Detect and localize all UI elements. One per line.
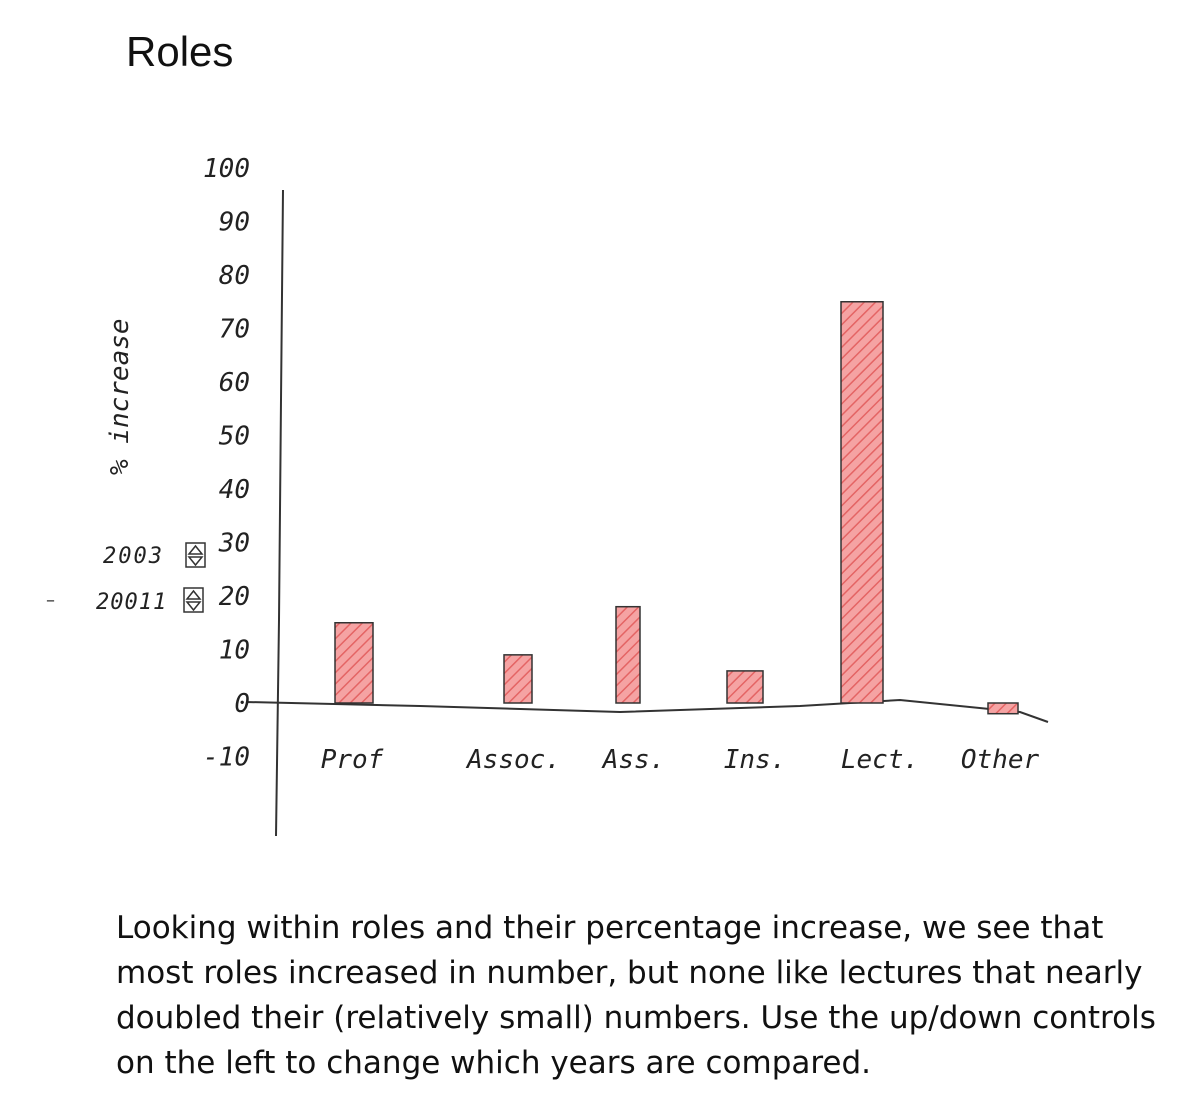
bar-ins	[726, 670, 764, 704]
y-tick-label: 40	[219, 475, 250, 505]
margin-mark: –	[46, 590, 55, 611]
bar-lect	[840, 301, 884, 704]
y-tick-label: 20	[219, 582, 250, 612]
down-arrow-icon[interactable]	[187, 556, 204, 567]
page-title: Roles	[126, 28, 234, 75]
caption: Looking within roles and their percentag…	[116, 910, 1156, 1081]
x-tick-label: Ins.	[724, 745, 787, 775]
bar-prof	[334, 622, 374, 704]
up-arrow-icon[interactable]	[185, 589, 202, 600]
y-tick-label: 60	[219, 368, 250, 398]
bar-assoc	[503, 654, 533, 704]
y-tick-label: -10	[203, 743, 250, 773]
y-axis-label: % increase	[105, 318, 135, 475]
year-b-stepper[interactable]	[183, 587, 204, 613]
y-tick-label: 80	[219, 261, 250, 291]
bar-other	[987, 702, 1019, 715]
x-axis-line	[245, 698, 1049, 723]
x-tick-label: Ass.	[601, 745, 666, 775]
bar-chart: % increase 2003 20011 – 1009080706050403…	[46, 154, 1049, 837]
up-arrow-icon[interactable]	[187, 544, 204, 555]
x-tick-label: Other	[961, 745, 1040, 775]
year-control-b[interactable]: 20011	[96, 587, 204, 615]
y-tick-label: 70	[219, 315, 250, 345]
y-tick-label: 30	[218, 529, 250, 559]
year-a-stepper[interactable]	[185, 542, 206, 568]
y-tick-label: 0	[234, 689, 250, 719]
y-tick-label: 50	[219, 422, 250, 452]
x-tick-label: Assoc.	[465, 745, 561, 775]
x-tick-label: Lect.	[841, 745, 919, 775]
year-b-label: 20011	[96, 590, 167, 615]
year-a-label: 2003	[103, 544, 164, 569]
x-tick-label: Prof	[321, 745, 384, 775]
y-axis-line	[275, 189, 284, 837]
y-tick-label: 90	[219, 208, 250, 238]
down-arrow-icon[interactable]	[185, 601, 202, 612]
bar-ass	[615, 605, 641, 704]
year-control-a[interactable]: 2003	[103, 542, 206, 569]
y-tick-label: 100	[203, 154, 250, 184]
y-tick-label: 10	[219, 636, 250, 666]
